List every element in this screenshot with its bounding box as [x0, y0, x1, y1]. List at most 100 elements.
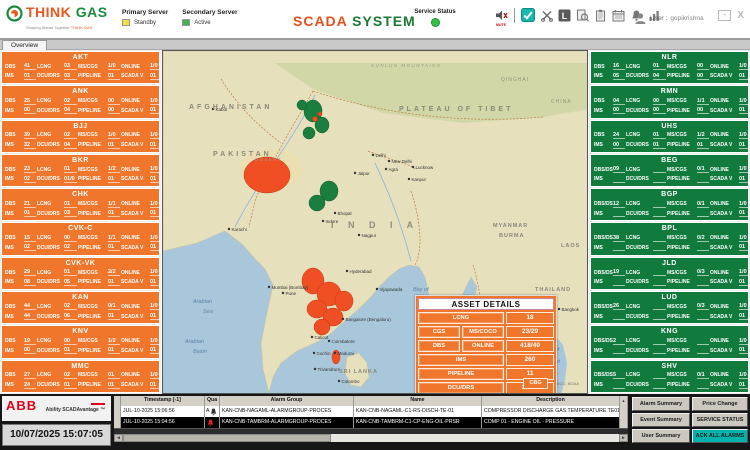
col-name[interactable]: Name — [354, 396, 482, 406]
vscroll-track[interactable] — [620, 417, 628, 428]
signal-chart-button[interactable] — [647, 8, 661, 22]
green-district[interactable] — [296, 99, 308, 111]
col-quality[interactable]: Qua — [205, 396, 220, 406]
asset-chip[interactable]: LCNG — [418, 312, 504, 324]
station-panel-BGP[interactable]: BGP DBS/DS 12 LCNG MS/CGS 0/1 ONLINE 1/0 IMS DCU/… — [590, 188, 750, 222]
col-alarm-group[interactable]: Alarm Group — [220, 396, 354, 406]
station-panel-KAN[interactable]: KAN DBS 44 LCNG 02 MS/CGS 0/1 ONLINE 1/0 IMS 44 DCU… — [1, 291, 162, 325]
green-district[interactable] — [319, 180, 339, 202]
station-panel-AKT[interactable]: AKT DBS 41 LCNG 03 MS/CGS 1/0 ONLINE 1/0 IMS 01 DCU… — [1, 51, 162, 85]
field-value: 02 — [64, 303, 77, 311]
minimize-button[interactable]: - — [718, 10, 732, 21]
field-label: ONLINE — [121, 132, 140, 139]
station-panel-JLD[interactable]: JLD DBS/DS 19 LCNG MS/CGS 0/3 ONLINE 1/0 IMS DCU/… — [590, 256, 750, 291]
station-panel-CVK-VK[interactable]: CVK-VK DBS 29 LCNG 01 MS/CGS 2/2 ONLINE 1/0 IMS 08… — [1, 256, 162, 291]
asset-chip[interactable]: DBS — [418, 340, 460, 352]
alarm-summary-button[interactable]: Alarm Summary — [632, 397, 690, 411]
service-status-button[interactable]: SERVICE STATUS — [692, 413, 748, 427]
search-document-button[interactable] — [575, 8, 589, 22]
scroll-right-arrow[interactable]: ► — [619, 434, 628, 442]
green-district[interactable] — [303, 99, 323, 123]
city-label: Lucknow — [416, 165, 435, 170]
station-panel-KNG[interactable]: KNG DBS/DS 2 LCNG MS/CGS ONLINE 1/0 IMS DCU/DRS P… — [590, 325, 750, 359]
station-panel-BPL[interactable]: BPL DBS/DS 38 LCNG MS/CGS 0/2 ONLINE 1/0 IMS DCU/… — [590, 222, 750, 256]
price-change-button[interactable]: Price Change — [692, 397, 748, 411]
station-panel-BEG[interactable]: BEG DBS/DS 09 LCNG MS/CGS 0/1 ONLINE 1/0 IMS DCU/… — [590, 153, 750, 188]
station-panel-CHK[interactable]: CHK DBS 21 LCNG 01 MS/CGS 1/1 ONLINE 1/0 IMS 01 DCU… — [1, 188, 162, 222]
scroll-track[interactable] — [123, 434, 619, 442]
station-panel-MMC[interactable]: MMC DBS 27 LCNG 02 MS/CGS 01 ONLINE 1/0 IMS 24 DCU/… — [1, 359, 162, 393]
green-district[interactable] — [314, 116, 330, 134]
horizontal-scrollbar[interactable]: ◄ ► — [114, 434, 628, 442]
asset-chip[interactable]: DCU/DRS — [418, 382, 504, 393]
user-summary-button[interactable]: User Summary — [632, 429, 690, 443]
field-value: 1/0 — [739, 372, 750, 379]
field-value: 03 — [64, 73, 77, 80]
field-label: ONLINE — [121, 372, 140, 379]
alarm-quality: A — [205, 406, 220, 417]
field-value: 25 — [24, 98, 36, 105]
india-map[interactable]: Kabul Karachi Delhi New Delhi Jaipur Agra Luck… — [162, 50, 588, 394]
green-district[interactable] — [302, 126, 316, 140]
station-panel-BKR[interactable]: BKR DBS 23 LCNG 01 MS/CGS 1/2 ONLINE 1/0 IMS 02 DCU… — [1, 153, 162, 188]
station-panel-ANK[interactable]: ANK DBS 25 LCNG 02 MS/CGS 00 ONLINE 1/0 IMS 00 DCU/… — [1, 85, 162, 119]
asset-details-title: ASSET DETAILS — [418, 298, 554, 310]
asset-chip[interactable]: CGS — [418, 326, 460, 338]
orange-district[interactable] — [243, 156, 291, 194]
cbg-button[interactable]: CBG — [523, 378, 548, 389]
asset-chip[interactable]: PIPELINE — [418, 368, 504, 380]
orange-district[interactable] — [312, 116, 318, 122]
field-value: 01 — [739, 210, 750, 218]
station-panel-NLR[interactable]: NLR DBS 16 LCNG 01 MS/CGS 00 ONLINE 1/0 IMS 05 DCU/… — [590, 51, 750, 85]
field-label: ONLINE — [121, 166, 140, 173]
calendar-button[interactable] — [611, 8, 625, 22]
row-selector[interactable] — [114, 406, 121, 417]
mute-button[interactable]: MUTE — [494, 8, 508, 27]
asset-chip[interactable]: MS/COCO — [462, 326, 504, 338]
station-panel-UHS[interactable]: UHS DBS 24 LCNG 01 MS/CGS 1/2 ONLINE 1/0 IMS 00 DCU… — [590, 119, 750, 153]
station-title: KNV — [72, 328, 89, 336]
orange-district[interactable] — [306, 299, 328, 319]
clipboard-button[interactable] — [593, 8, 607, 22]
alarm-row[interactable]: JUL-10-2025 15:06:56 A KAN-CNB-NAGAML-ALAR… — [114, 406, 628, 417]
field-value: 00 — [613, 142, 625, 149]
asset-chip[interactable]: IMS — [418, 354, 504, 366]
col-description[interactable]: Description — [482, 396, 620, 406]
field-label: DCU/DRS — [626, 107, 649, 114]
letter-l-button[interactable]: L — [557, 8, 571, 22]
station-panel-BJJ[interactable]: BJJ DBS 39 LCNG 02 MS/CGS 1/0 ONLINE 1/0 IMS 32 DCU… — [1, 119, 162, 153]
green-district[interactable] — [308, 194, 326, 212]
field-label: MS/CGS — [667, 269, 687, 276]
station-panel-LUD[interactable]: LUD DBS/DS 26 LCNG MS/CGS 0/3 ONLINE 1/0 IMS DCU/… — [590, 291, 750, 325]
map-label: Sea — [203, 309, 213, 315]
orange-district[interactable] — [317, 111, 323, 117]
alarm-row[interactable]: JUL-10-2025 15:04:56 KAN-CNB-TAMBRM-ALARM… — [114, 417, 628, 428]
orange-district[interactable] — [334, 290, 354, 312]
asset-chip[interactable]: ONLINE — [462, 340, 504, 352]
close-button[interactable]: X — [737, 10, 744, 21]
orange-district[interactable] — [301, 267, 325, 295]
station-panel-CVK-C[interactable]: CVK-C DBS 15 LCNG 00 MS/CGS 1/1 ONLINE 1/0 IMS 02 D… — [1, 222, 162, 256]
scroll-left-arrow[interactable]: ◄ — [114, 434, 123, 442]
ack-check-button[interactable] — [521, 8, 535, 22]
field-label: ONLINE — [710, 269, 729, 276]
field-value: 01 — [150, 107, 162, 115]
event-summary-button[interactable]: Event Summary — [632, 413, 690, 427]
vscroll-track[interactable] — [620, 406, 628, 417]
scroll-thumb[interactable] — [123, 434, 332, 442]
station-panel-KNV[interactable]: KNV DBS 19 LCNG 00 MS/CGS 1/2 ONLINE 1/0 IMS 00 DCU… — [1, 325, 162, 359]
ack-all-alarms-button[interactable]: ACK ALL ALARMS — [692, 429, 748, 443]
col-timestamp[interactable]: Timestamp [-1] — [121, 396, 205, 406]
field-label: PIPELINE — [78, 176, 101, 183]
vscroll-up[interactable]: ▲ — [620, 396, 628, 406]
tools-scissors-button[interactable] — [539, 8, 553, 22]
station-panel-RMN[interactable]: RMN DBS 04 LCNG 00 MS/CGS 1/1 ONLINE 1/0 IMS 00 DCU… — [590, 85, 750, 119]
field-label: SCADA V — [710, 347, 733, 354]
tab-overview[interactable]: Overview — [2, 40, 48, 50]
station-panel-SHV[interactable]: SHV DBS/DS 5 LCNG MS/CGS 0/1 ONLINE 1/0 IMS DCU/D… — [590, 359, 750, 393]
field-label: MS/CGS — [78, 132, 98, 139]
highlighted-districts — [243, 99, 354, 365]
row-selector[interactable] — [114, 417, 121, 428]
field-label: IMS — [594, 382, 603, 389]
orange-district[interactable] — [313, 318, 331, 336]
